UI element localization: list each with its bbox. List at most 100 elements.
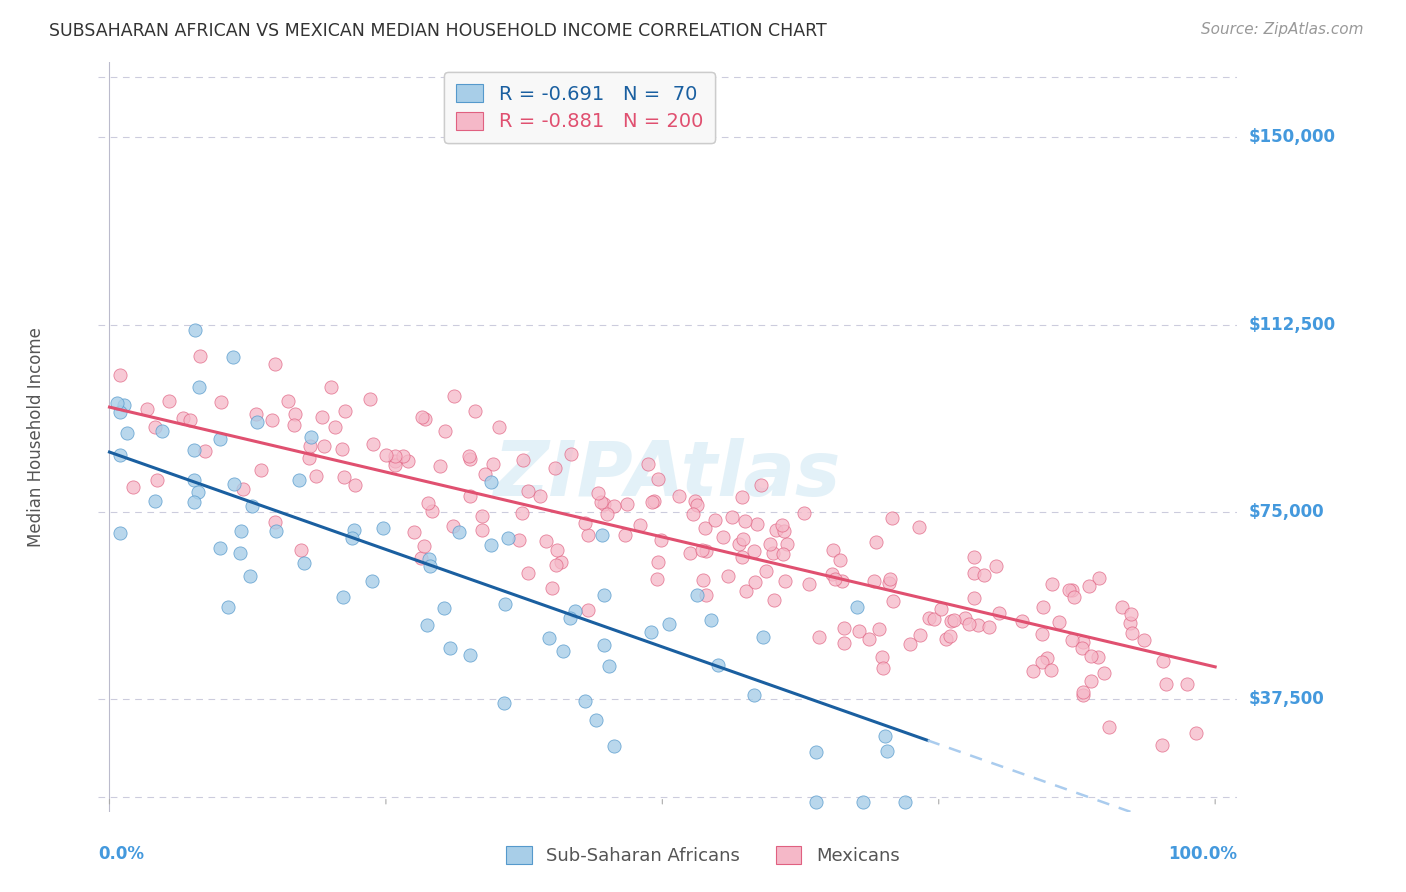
Point — [108, 405, 131, 419]
Point — [574, 516, 596, 531]
Point — [564, 603, 586, 617]
Point — [868, 622, 890, 636]
Point — [700, 613, 723, 627]
Point — [848, 624, 870, 639]
Point — [858, 632, 880, 646]
Point — [645, 572, 668, 586]
Point — [115, 425, 138, 440]
Point — [942, 614, 965, 628]
Point — [908, 628, 931, 642]
Point — [593, 638, 616, 652]
Point — [870, 650, 893, 665]
Text: SUBSAHARAN AFRICAN VS MEXICAN MEDIAN HOUSEHOLD INCOME CORRELATION CHART: SUBSAHARAN AFRICAN VS MEXICAN MEDIAN HOU… — [49, 22, 827, 40]
Point — [283, 418, 305, 433]
Point — [209, 541, 232, 556]
Point — [183, 442, 205, 457]
Point — [481, 538, 503, 552]
Text: $37,500: $37,500 — [1249, 690, 1324, 708]
Point — [831, 574, 853, 588]
Point — [420, 504, 443, 518]
Point — [742, 688, 765, 702]
Point — [711, 530, 734, 544]
Point — [1119, 607, 1142, 621]
Point — [929, 602, 952, 616]
Point — [1039, 663, 1062, 677]
Point — [136, 402, 159, 417]
Point — [323, 420, 346, 434]
Point — [384, 458, 406, 473]
Point — [939, 614, 962, 628]
Point — [658, 616, 681, 631]
Point — [894, 795, 917, 809]
Point — [560, 447, 582, 461]
Point — [458, 449, 481, 463]
Point — [292, 556, 315, 570]
Point — [384, 454, 406, 468]
Point — [685, 588, 707, 602]
Point — [1087, 650, 1109, 665]
Point — [616, 497, 638, 511]
Point — [217, 599, 239, 614]
Point — [872, 661, 894, 675]
Point — [343, 477, 366, 491]
Point — [1080, 674, 1102, 689]
Point — [793, 506, 815, 520]
Point — [402, 524, 425, 539]
Point — [637, 457, 659, 471]
Point — [721, 509, 744, 524]
Point — [1063, 590, 1085, 604]
Point — [593, 497, 616, 511]
Point — [1175, 677, 1198, 691]
Point — [1080, 649, 1102, 664]
Point — [772, 524, 794, 539]
Point — [628, 518, 651, 533]
Point — [966, 618, 988, 632]
Point — [955, 611, 977, 625]
Point — [762, 546, 785, 560]
Point — [433, 424, 456, 438]
Point — [510, 506, 533, 520]
Point — [183, 473, 205, 487]
Point — [260, 412, 283, 426]
Text: Median Household Income: Median Household Income — [27, 327, 45, 547]
Point — [704, 513, 727, 527]
Point — [807, 630, 830, 644]
Point — [392, 449, 415, 463]
Point — [172, 411, 194, 425]
Point — [396, 454, 419, 468]
Point — [433, 601, 456, 615]
Point — [1152, 739, 1174, 753]
Point — [643, 493, 665, 508]
Point — [751, 630, 773, 644]
Point — [834, 636, 856, 650]
Point — [834, 621, 856, 635]
Text: $75,000: $75,000 — [1249, 503, 1324, 521]
Legend: Sub-Saharan Africans, Mexicans: Sub-Saharan Africans, Mexicans — [498, 838, 908, 874]
Point — [105, 396, 128, 410]
Point — [363, 436, 385, 450]
Point — [875, 729, 897, 743]
Point — [187, 379, 209, 393]
Point — [751, 478, 773, 492]
Point — [488, 420, 510, 434]
Point — [418, 551, 440, 566]
Point — [245, 407, 267, 421]
Point — [179, 413, 201, 427]
Point — [335, 404, 357, 418]
Point — [411, 410, 433, 425]
Point — [222, 350, 245, 364]
Point — [806, 745, 828, 759]
Point — [232, 483, 254, 497]
Point — [1087, 571, 1109, 585]
Point — [384, 450, 406, 464]
Point — [776, 537, 799, 551]
Point — [693, 521, 716, 535]
Point — [574, 693, 596, 707]
Point — [823, 543, 845, 558]
Point — [492, 696, 515, 710]
Point — [772, 547, 794, 561]
Point — [845, 599, 868, 614]
Point — [264, 524, 287, 539]
Point — [1071, 685, 1094, 699]
Point — [471, 523, 494, 537]
